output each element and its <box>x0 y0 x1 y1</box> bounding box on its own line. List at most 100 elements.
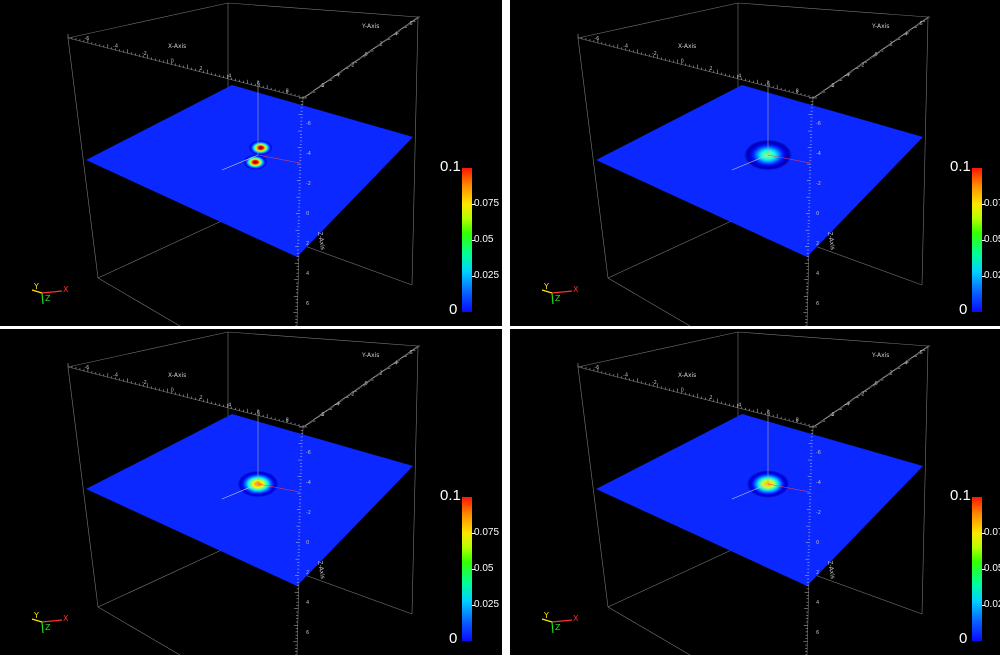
colorbar-tick-label: 0.075 <box>984 527 1000 538</box>
triad-z-label: Z <box>555 294 561 303</box>
box-edge <box>607 546 739 608</box>
y-tick-label: 4 <box>395 360 398 366</box>
z-tick-label: 2 <box>306 241 309 247</box>
orientation-triad-icon: X Y Z <box>31 282 69 305</box>
box-edge <box>577 37 609 279</box>
colorbar-tick <box>982 204 985 205</box>
colorbar-min-label: 0 <box>959 630 968 647</box>
colorbar-tick-label: 0.05 <box>984 234 1000 245</box>
z-tick-label: 0 <box>816 540 819 546</box>
x-tick-label: 8 <box>796 417 799 423</box>
x-axis-name: X-Axis <box>678 372 696 379</box>
triad-x-label: X <box>63 285 69 294</box>
colorbar-min-label: 0 <box>449 630 458 647</box>
x-tick-label: -4 <box>113 372 118 378</box>
x-tick-label: -6 <box>594 365 599 371</box>
z-tick-label: -2 <box>816 510 821 516</box>
orientation-triad-icon: X Y Z <box>541 282 579 305</box>
y-axis-name: Y-Axis <box>871 352 889 359</box>
x-tick-label: -6 <box>84 365 89 371</box>
box-edge <box>97 606 181 655</box>
colorbar-tick-label: 0.075 <box>474 198 500 209</box>
x-tick-label: 0 <box>681 58 684 64</box>
y-tick-label: 0 <box>875 381 878 387</box>
z-tick-label: 6 <box>816 630 819 636</box>
colorbar-tick <box>472 533 475 534</box>
box-edge <box>67 37 99 279</box>
box-edge <box>737 331 929 347</box>
plane-surface <box>86 85 413 257</box>
colorbar-max-label: 0.1 <box>950 487 971 504</box>
box-edge <box>737 2 929 18</box>
z-tick-label: -4 <box>816 480 821 486</box>
box-edge <box>227 331 419 347</box>
triad-x-label: X <box>63 614 69 623</box>
z-tick-label: -2 <box>306 181 311 187</box>
x-tick-label: 8 <box>286 417 289 423</box>
colorbar-tick <box>982 569 985 570</box>
y-axis-name: Y-Axis <box>871 23 889 30</box>
x-tick-label: 6 <box>257 81 260 87</box>
z-axis-name: Z-Axis <box>316 231 326 250</box>
y-tick-label: -2 <box>860 391 865 397</box>
render-view-2[interactable]: -6 -4 -2 0 2 4 6 8 -6 -4 -2 0 2 4 6 -6 -4 -2 0 2 4 6 X-Axis Y-A… <box>510 0 1000 326</box>
x-tick-label: 2 <box>199 395 202 401</box>
axis-rulers: -6 -4 -2 0 2 4 6 8 -6 -4 -2 0 2 4 6 -6 -4 -2 0 2 4 6 X-Axis Y-A… <box>577 345 930 655</box>
y-tick-label: 2 <box>890 371 893 377</box>
x-tick-label: -2 <box>652 380 657 386</box>
axis-line <box>221 483 259 500</box>
z-tick-label: 4 <box>816 271 819 277</box>
z-tick-label: 2 <box>306 570 309 576</box>
orientation-triad-icon: X Y Z <box>31 611 69 634</box>
z-tick-label: -4 <box>306 480 311 486</box>
scene-3d[interactable]: -6 -4 -2 0 2 4 6 8 -6 -4 -2 0 2 4 6 -6 -4 -2 0 2 4 6 X-Axis Y-A… <box>510 0 1000 326</box>
z-axis-name: Z-Axis <box>316 560 326 579</box>
x-tick-label: 2 <box>709 395 712 401</box>
z-tick-label: 4 <box>306 600 309 606</box>
x-tick-label: -2 <box>142 380 147 386</box>
y-tick-label: -6 <box>830 412 835 418</box>
x-tick-label: 4 <box>228 73 231 79</box>
colorbar-tick <box>472 240 475 241</box>
z-tick-label: -6 <box>306 450 311 456</box>
x-tick-label: 8 <box>286 88 289 94</box>
axis-lines <box>221 409 301 500</box>
z-axis-name: Z-Axis <box>826 231 836 250</box>
colorbar-tick-label: 0.025 <box>474 599 500 610</box>
z-tick-label: -6 <box>816 121 821 127</box>
box-edge <box>921 16 929 286</box>
z-tick-label: 2 <box>816 241 819 247</box>
x-axis-name: X-Axis <box>678 43 696 50</box>
scene-3d[interactable]: -6 -4 -2 0 2 4 6 8 -6 -4 -2 0 2 4 6 -6 -4 -2 0 2 4 6 X-Axis Y-A… <box>0 0 502 326</box>
colorbar <box>462 168 472 312</box>
z-axis-name: Z-Axis <box>826 560 836 579</box>
axis-line <box>221 154 259 171</box>
triad-y-label: Y <box>543 611 549 620</box>
scene-3d[interactable]: -6 -4 -2 0 2 4 6 8 -6 -4 -2 0 2 4 6 -6 -4 -2 0 2 4 6 X-Axis Y-A… <box>0 329 502 655</box>
y-tick-label: 0 <box>365 381 368 387</box>
triad-x-label: X <box>573 285 579 294</box>
y-tick-label: -4 <box>335 73 340 79</box>
render-view-1[interactable]: -6 -4 -2 0 2 4 6 8 -6 -4 -2 0 2 4 6 -6 -4 -2 0 2 4 6 X-Axis Y-A… <box>0 0 502 326</box>
z-tick-label: 6 <box>306 630 309 636</box>
colorbar-tick <box>472 276 475 277</box>
z-tick-label: -6 <box>306 121 311 127</box>
z-tick-label: 6 <box>306 301 309 307</box>
z-tick-label: 4 <box>816 600 819 606</box>
y-tick-label: 4 <box>905 31 908 37</box>
x-tick-label: 2 <box>199 66 202 72</box>
box-edge <box>302 345 419 428</box>
y-tick-label: 2 <box>380 42 383 48</box>
render-view-4[interactable]: -6 -4 -2 0 2 4 6 8 -6 -4 -2 0 2 4 6 -6 -4 -2 0 2 4 6 X-Axis Y-A… <box>510 329 1000 655</box>
axis-rulers: -6 -4 -2 0 2 4 6 8 -6 -4 -2 0 2 4 6 -6 -4 -2 0 2 4 6 X-Axis Y-A… <box>67 345 420 655</box>
render-view-3[interactable]: -6 -4 -2 0 2 4 6 8 -6 -4 -2 0 2 4 6 -6 -4 -2 0 2 4 6 X-Axis Y-A… <box>0 329 502 655</box>
box-edge <box>97 217 229 279</box>
triad-y-label: Y <box>33 611 39 620</box>
box-edge <box>577 331 739 368</box>
y-tick-label: 6 <box>410 21 413 27</box>
y-tick-label: 0 <box>875 52 878 58</box>
x-tick-label: 6 <box>257 410 260 416</box>
scene-3d[interactable]: -6 -4 -2 0 2 4 6 8 -6 -4 -2 0 2 4 6 -6 -4 -2 0 2 4 6 X-Axis Y-A… <box>510 329 1000 655</box>
box-edge <box>921 345 929 615</box>
box-edge <box>607 217 739 279</box>
